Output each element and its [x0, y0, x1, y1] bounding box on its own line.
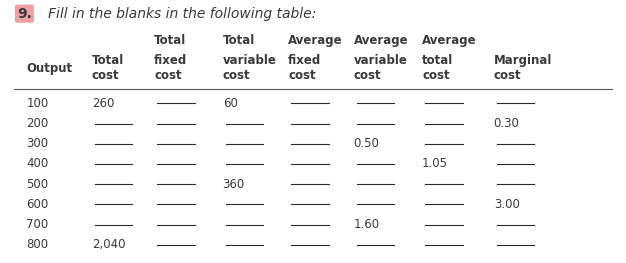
Text: Average: Average — [422, 34, 476, 47]
Text: 300: 300 — [26, 137, 48, 150]
Text: Total: Total — [154, 34, 187, 47]
Text: 0.50: 0.50 — [354, 137, 379, 150]
Text: 2,040: 2,040 — [92, 238, 125, 251]
Text: 60: 60 — [223, 97, 237, 110]
Text: 800: 800 — [26, 238, 48, 251]
Text: total
cost: total cost — [422, 54, 453, 82]
Text: Average: Average — [354, 34, 408, 47]
Text: Fill in the blanks in the following table:: Fill in the blanks in the following tabl… — [48, 7, 316, 21]
Text: 400: 400 — [26, 158, 49, 170]
Text: 1.05: 1.05 — [422, 158, 448, 170]
Text: 200: 200 — [26, 117, 49, 130]
Text: variable
cost: variable cost — [354, 54, 408, 82]
Text: 600: 600 — [26, 198, 49, 211]
Text: 700: 700 — [26, 218, 49, 231]
Text: 100: 100 — [26, 97, 49, 110]
Text: 0.30: 0.30 — [494, 117, 520, 130]
Text: fixed
cost: fixed cost — [154, 54, 187, 82]
Text: Total
cost: Total cost — [92, 54, 124, 82]
Text: Average: Average — [288, 34, 342, 47]
Text: 500: 500 — [26, 178, 48, 191]
Text: 1.60: 1.60 — [354, 218, 379, 231]
Text: Marginal
cost: Marginal cost — [494, 54, 552, 82]
Text: 3.00: 3.00 — [494, 198, 520, 211]
Text: fixed
cost: fixed cost — [288, 54, 321, 82]
Text: variable
cost: variable cost — [223, 54, 277, 82]
Text: 260: 260 — [92, 97, 114, 110]
Text: Total: Total — [223, 34, 255, 47]
Text: 360: 360 — [223, 178, 245, 191]
Text: Output: Output — [26, 62, 73, 75]
Text: 9.: 9. — [17, 7, 32, 21]
